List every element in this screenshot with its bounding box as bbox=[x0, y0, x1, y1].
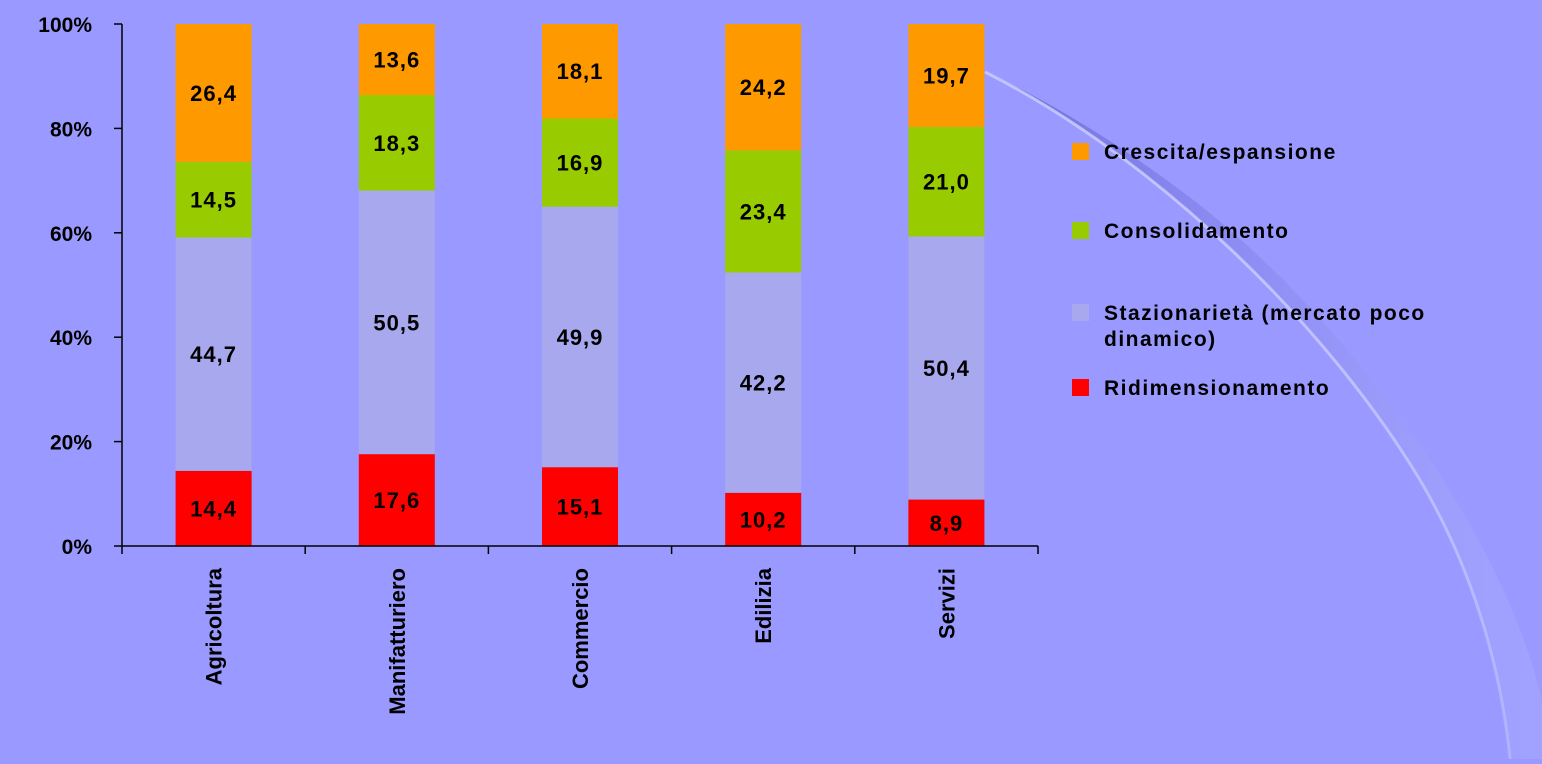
y-tick-label: 40% bbox=[50, 327, 92, 350]
legend-label: Crescita/espansione bbox=[1104, 141, 1337, 164]
legend-label: Stazionarietà (mercato poco bbox=[1104, 302, 1426, 325]
bar-segment bbox=[725, 150, 802, 273]
legend-label: dinamico) bbox=[1104, 328, 1217, 351]
data-label: 42,2 bbox=[740, 371, 787, 396]
data-label: 16,9 bbox=[557, 151, 604, 176]
bar-segment bbox=[908, 126, 985, 237]
x-category-label: Agricoltura bbox=[202, 567, 227, 685]
data-label: 18,3 bbox=[373, 131, 420, 156]
data-label: 14,5 bbox=[190, 188, 237, 213]
bar-segment bbox=[358, 94, 435, 191]
y-tick-label: 60% bbox=[50, 223, 92, 246]
data-label: 24,2 bbox=[740, 75, 787, 100]
data-label: 8,9 bbox=[930, 511, 964, 536]
bar-segment bbox=[175, 24, 252, 162]
legend-swatch bbox=[1072, 143, 1089, 160]
axes-layer: 0% 20% 40% 60% 80% 100% Agricoltura Manifatturi… bbox=[38, 14, 1039, 715]
bar-segment bbox=[358, 190, 435, 455]
data-label: 49,9 bbox=[557, 325, 604, 350]
bar-segment bbox=[725, 24, 802, 151]
legend-label: Ridimensionamento bbox=[1104, 377, 1330, 400]
bar-segment bbox=[542, 206, 618, 468]
data-label: 13,6 bbox=[373, 47, 420, 72]
bar-segment bbox=[542, 118, 618, 207]
data-label: 26,4 bbox=[190, 81, 237, 106]
bar-segment bbox=[725, 272, 802, 493]
data-label: 19,7 bbox=[923, 63, 970, 88]
data-label: 15,1 bbox=[557, 495, 604, 520]
data-label: 50,5 bbox=[373, 310, 420, 335]
legend-swatch bbox=[1072, 304, 1089, 321]
y-tick-label: 80% bbox=[50, 118, 92, 141]
data-label: 10,2 bbox=[740, 507, 787, 532]
y-tick-label: 100% bbox=[38, 14, 92, 37]
bars-layer: 14,4 44,7 14,5 26,4 17,6 50,5 18,3 13,6 15,1 49,9… bbox=[175, 24, 985, 546]
legend-swatch bbox=[1072, 222, 1089, 239]
bar-segment bbox=[542, 467, 618, 546]
x-category-label: Edilizia bbox=[751, 567, 776, 644]
bar-segment bbox=[175, 161, 252, 238]
data-label: 50,4 bbox=[923, 356, 970, 381]
bar-segment bbox=[908, 24, 985, 127]
x-category-label: Servizi bbox=[934, 568, 959, 639]
legend-label: Consolidamento bbox=[1104, 220, 1290, 243]
y-tick-label: 0% bbox=[62, 536, 93, 559]
data-label: 44,7 bbox=[190, 342, 237, 367]
bar-segment bbox=[175, 237, 252, 471]
bar-segment bbox=[175, 470, 252, 546]
bar-segment bbox=[908, 236, 985, 500]
y-tick-label: 20% bbox=[50, 432, 92, 455]
bar-segment bbox=[908, 499, 985, 546]
x-category-label: Manifatturiero bbox=[385, 568, 410, 715]
bar-segment bbox=[725, 492, 802, 546]
data-label: 17,6 bbox=[373, 488, 420, 513]
data-label: 21,0 bbox=[923, 170, 970, 195]
data-label: 23,4 bbox=[740, 199, 787, 224]
data-label: 18,1 bbox=[557, 59, 604, 84]
bar-segment bbox=[542, 24, 618, 119]
legend: Crescita/espansione Consolidamento Stazion… bbox=[1072, 141, 1426, 400]
bar-segment bbox=[358, 24, 435, 95]
decorative-ribbon bbox=[984, 70, 1542, 760]
legend-swatch bbox=[1072, 379, 1089, 396]
data-label: 14,4 bbox=[190, 496, 237, 521]
bar-segment bbox=[358, 454, 435, 546]
x-category-label: Commercio bbox=[568, 568, 593, 689]
